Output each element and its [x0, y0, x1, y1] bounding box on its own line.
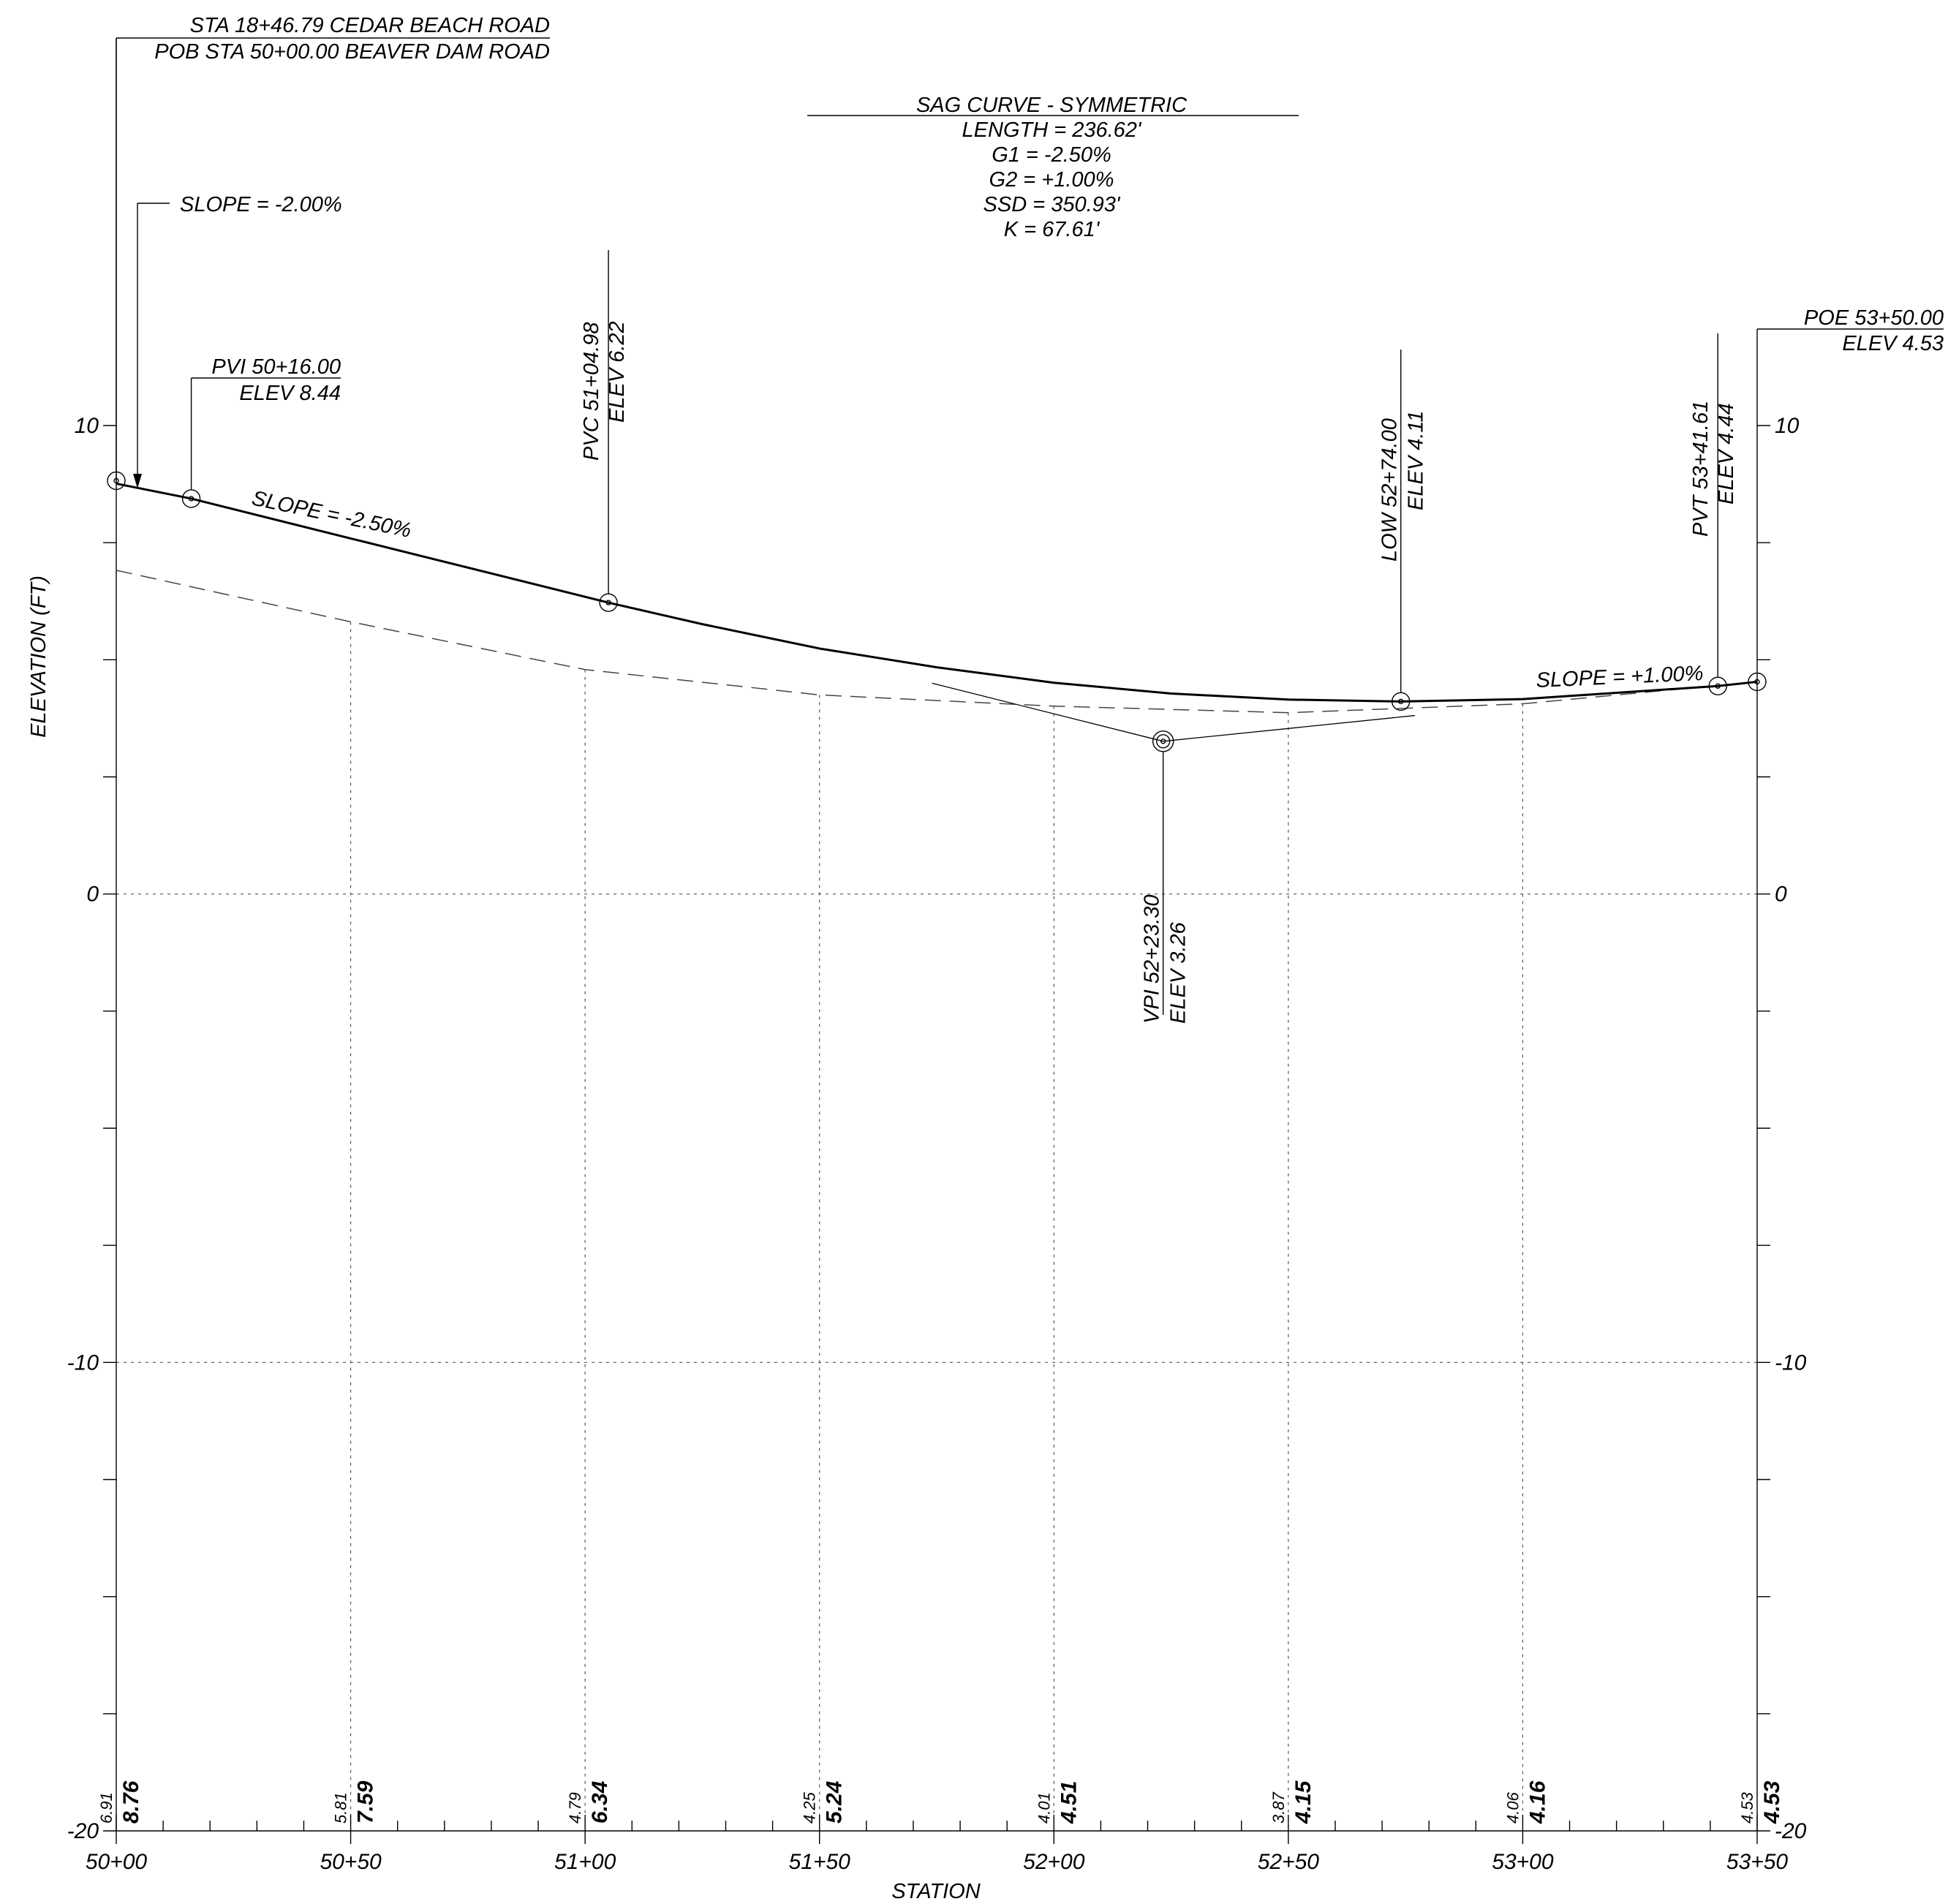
y-tick-label-right: -10: [1775, 1350, 1807, 1375]
x-tick-label: 52+00: [1023, 1850, 1085, 1874]
proposed-elevation-label: 5.24: [823, 1780, 847, 1824]
y-axis-title: ELEVATION (FT): [27, 575, 50, 738]
elevation-labels-layer: 6.91 8.76 5.81 7.59 4.79 6.34 4.25 5.24 4.01 4.51…: [97, 1780, 1784, 1824]
pvc-marker-dot: [605, 600, 611, 605]
proposed-profile-line: [116, 482, 1758, 703]
existing-elevation-label: 3.87: [1269, 1791, 1288, 1824]
proposed-elevation-label: 7.59: [354, 1780, 378, 1824]
x-axis-title: STATION: [891, 1880, 980, 1903]
curve-param-4: K = 67.61': [1004, 218, 1101, 241]
pob-label-line1: STA 18+46.79 CEDAR BEACH ROAD: [190, 14, 550, 37]
existing-elevation-label: 4.79: [566, 1792, 584, 1824]
x-tick-label: 51+00: [554, 1850, 616, 1874]
vpi-marker-inner: [1155, 734, 1171, 749]
x-tick-label: 52+50: [1258, 1850, 1320, 1874]
y-tick-label-left: 10: [75, 414, 99, 438]
curve-title: SAG CURVE - SYMMETRIC: [916, 94, 1188, 117]
pvc-label-line2: ELEV 6.22: [605, 321, 629, 423]
x-tick-label: 53+50: [1726, 1850, 1789, 1874]
curve-param-3: SSD = 350.93': [984, 193, 1121, 216]
pvi-marker-dot: [188, 496, 195, 502]
poe-label-line1: POE 53+50.00: [1804, 306, 1944, 330]
curve-param-1: G1 = -2.50%: [992, 143, 1111, 167]
x-tick-label: 51+50: [789, 1850, 851, 1874]
slope-start-label: SLOPE = -2.00%: [180, 193, 342, 216]
y-tick-label-right: 10: [1775, 414, 1800, 438]
pob-label-line2: POB STA 50+00.00 BEAVER DAM ROAD: [154, 40, 550, 64]
proposed-elevation-label: 8.76: [119, 1780, 143, 1824]
existing-ground-line: [116, 570, 1758, 714]
axis-layer: STATION ELEVATION (FT) 10 10 0 0 -10 -10 -20 -2…: [27, 38, 1807, 1903]
slope-start-arrowhead: [133, 474, 142, 488]
poe-marker-dot: [1754, 679, 1760, 685]
curve-layer: [116, 482, 1758, 742]
vpi-label-line2: ELEV 3.26: [1167, 921, 1190, 1024]
pvc-label-line1: PVC 51+04.98: [580, 322, 603, 461]
existing-elevation-label: 5.81: [332, 1792, 350, 1824]
proposed-elevation-label: 4.16: [1525, 1780, 1549, 1824]
y-tick-label-left: 0: [86, 883, 99, 907]
pvi-label-line1: PVI 50+16.00: [211, 355, 341, 379]
pvt-label-line2: ELEV 4.44: [1715, 403, 1738, 505]
curve-param-0: LENGTH = 236.62': [962, 118, 1142, 142]
existing-elevation-label: 4.25: [801, 1791, 819, 1824]
tangent-line-left: [932, 682, 1163, 742]
y-tick-label-right: -20: [1775, 1819, 1807, 1843]
tangent-line-right: [1163, 714, 1416, 742]
poe-marker-circle: [1748, 672, 1767, 692]
low-label-line1: LOW 52+74.00: [1378, 418, 1402, 562]
vpi-label-line1: VPI 52+23.30: [1141, 894, 1164, 1024]
proposed-elevation-label: 6.34: [588, 1780, 612, 1824]
x-tick-label: 50+00: [86, 1850, 148, 1874]
existing-elevation-label: 4.53: [1738, 1791, 1756, 1824]
proposed-elevation-label: 4.15: [1291, 1780, 1315, 1824]
pvt-marker-dot: [1715, 683, 1721, 689]
grid-layer: [116, 622, 1757, 1831]
x-tick-label: 53+00: [1492, 1850, 1554, 1874]
existing-elevation-label: 4.01: [1035, 1792, 1053, 1824]
low-label-line2: ELEV 4.11: [1405, 410, 1428, 510]
poe-label-line2: ELEV 4.53: [1842, 332, 1944, 355]
existing-elevation-label: 6.91: [97, 1792, 116, 1824]
annotation-layer: STA 18+46.79 CEDAR BEACH ROAD POB STA 50+…: [107, 14, 1944, 1024]
pvt-label-line1: PVT 53+41.61: [1689, 401, 1713, 537]
proposed-elevation-label: 4.53: [1760, 1780, 1784, 1824]
vpi-marker-dot: [1160, 738, 1166, 744]
pvi-label-line2: ELEV 8.44: [239, 382, 341, 405]
y-tick-label-right: 0: [1775, 883, 1787, 907]
curve-param-2: G2 = +1.00%: [989, 168, 1114, 192]
y-tick-label-left: -20: [67, 1819, 99, 1843]
low-marker-dot: [1398, 698, 1404, 705]
x-tick-label: 50+50: [320, 1850, 382, 1874]
y-tick-label-left: -10: [67, 1350, 99, 1375]
existing-elevation-label: 4.06: [1503, 1791, 1522, 1824]
proposed-elevation-label: 4.51: [1057, 1781, 1081, 1824]
